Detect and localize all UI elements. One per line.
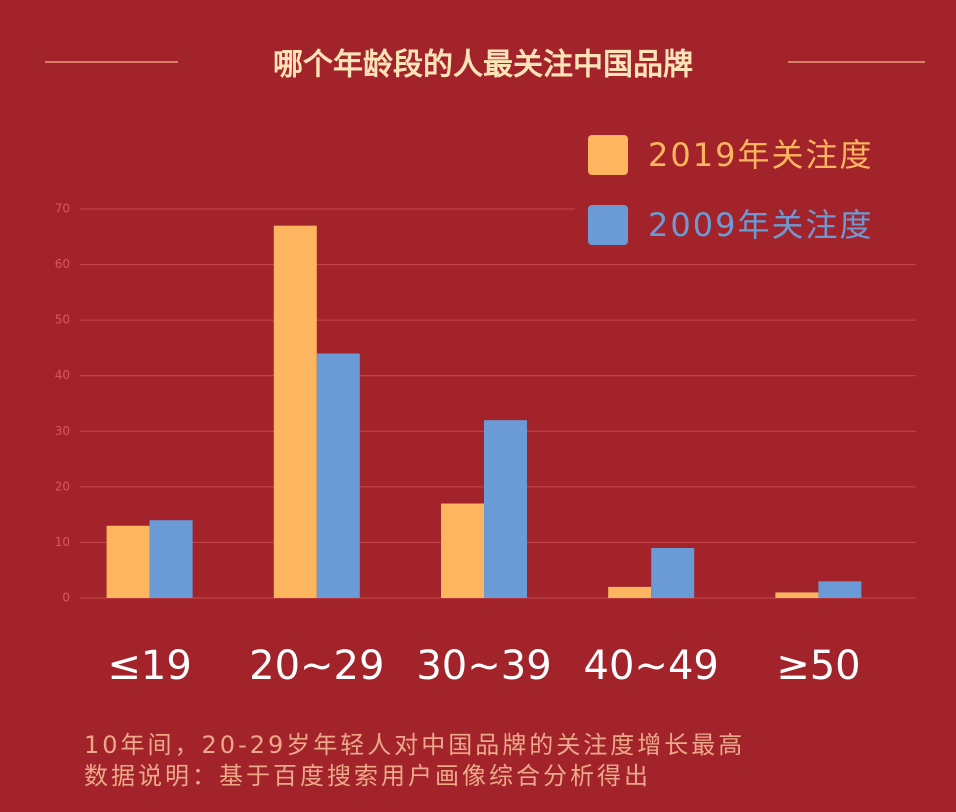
bar [149, 520, 193, 598]
legend-label: 2009年关注度 [648, 206, 873, 244]
bar [651, 547, 695, 598]
bar [484, 420, 527, 598]
legend-label: 2019年关注度 [648, 136, 873, 174]
x-tick-label: 30~39 [416, 643, 551, 689]
bar [273, 225, 317, 598]
legend-swatch [588, 205, 628, 245]
x-tick-label: 20~29 [249, 643, 384, 689]
legend-swatch [588, 135, 628, 175]
y-tick-label: 0 [62, 591, 70, 605]
x-tick-label: ≤19 [107, 643, 191, 689]
y-tick-label: 10 [55, 535, 70, 549]
bar [316, 353, 360, 598]
bar [608, 586, 652, 598]
x-tick-label: 40~49 [584, 643, 719, 689]
y-tick-label: 70 [55, 202, 70, 216]
y-tick-label: 40 [55, 368, 70, 382]
y-tick-label: 60 [55, 257, 70, 271]
bar [818, 581, 862, 598]
legend-panel [575, 120, 935, 260]
chart-title: 哪个年龄段的人最关注中国品牌 [273, 48, 693, 83]
annotation: 数据说明：基于百度搜索用户画像综合分析得出 [84, 762, 651, 790]
y-tick-label: 50 [55, 313, 70, 327]
bar [441, 503, 484, 598]
x-tick-label: ≥50 [776, 643, 860, 689]
bar [775, 592, 819, 598]
y-tick-label: 20 [55, 479, 70, 493]
bar [106, 525, 150, 598]
y-tick-label: 30 [55, 424, 70, 438]
annotation: 10年间，20-29岁年轻人对中国品牌的关注度增长最高 [84, 731, 745, 759]
